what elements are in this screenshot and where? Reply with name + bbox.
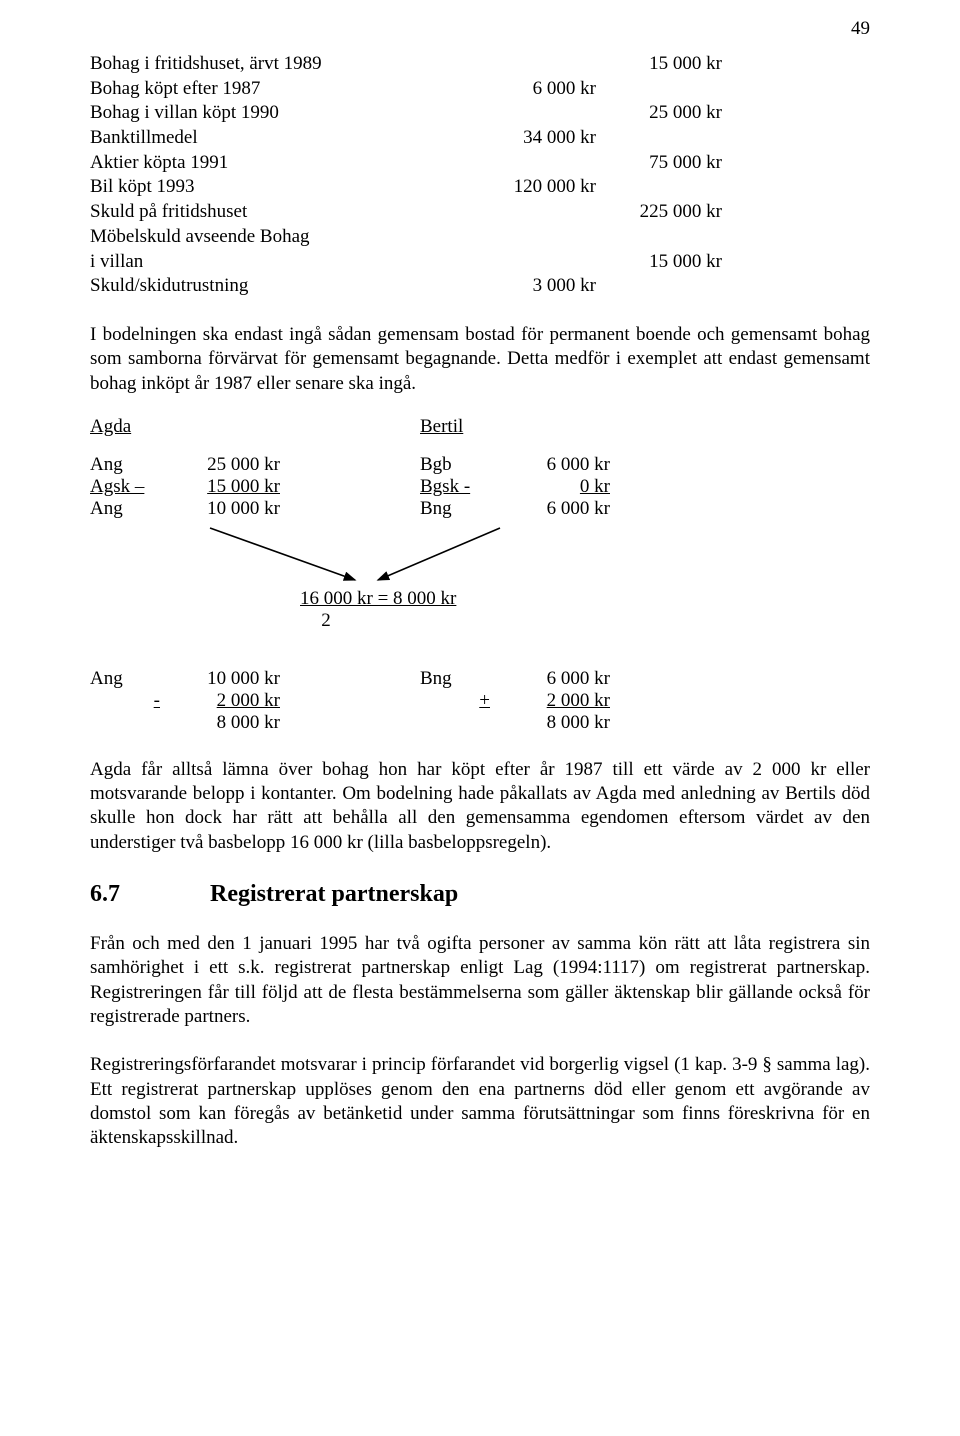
calc-block-1: Ang25 000 krAgsk –15 000 krAng10 000 kr …	[90, 454, 870, 520]
calc-label: Bng	[420, 668, 490, 690]
calc-label: Ang	[90, 454, 160, 476]
calc-label	[420, 712, 490, 734]
table-cell	[476, 52, 602, 77]
calc-label	[90, 712, 160, 734]
calc-label: Bgsk -	[420, 476, 490, 498]
table-row: Skuld/skidutrustning3 000 kr	[90, 274, 728, 299]
calc-value: 8 000 kr	[490, 712, 610, 734]
calc-value: 6 000 kr	[490, 668, 610, 690]
calc-label: Bng	[420, 498, 490, 520]
calc-row: Bng6 000 kr	[420, 498, 640, 520]
heading-title: Registrerat partnerskap	[210, 881, 458, 907]
table-cell: Aktier köpta 1991	[90, 151, 476, 176]
table-cell: 15 000 kr	[602, 250, 728, 275]
table-cell: 25 000 kr	[602, 101, 728, 126]
calc-label: Bgb	[420, 454, 490, 476]
calc-row: Agsk –15 000 kr	[90, 476, 310, 498]
calc-row: Bng6 000 kr	[420, 668, 640, 690]
table-cell	[602, 225, 728, 250]
name-bertil: Bertil	[420, 416, 463, 437]
calc-row: -2 000 kr	[90, 690, 310, 712]
table-cell	[602, 274, 728, 299]
table-cell: Skuld på fritidshuset	[90, 200, 476, 225]
center-calc-top: 16 000 kr = 8 000 kr	[300, 588, 456, 610]
table-cell: 225 000 kr	[602, 200, 728, 225]
calc-value: 2 000 kr	[490, 690, 610, 712]
heading-number: 6.7	[90, 881, 210, 908]
calc-row: Ang10 000 kr	[90, 498, 310, 520]
calc-value: 0 kr	[490, 476, 610, 498]
center-calc-bottom: 2	[300, 610, 352, 632]
calc-value: 6 000 kr	[490, 454, 610, 476]
table-cell: Bohag i fritidshuset, ärvt 1989	[90, 52, 476, 77]
assets-table: Bohag i fritidshuset, ärvt 1989 15 000 kr…	[90, 52, 728, 299]
table-cell: 120 000 kr	[476, 175, 602, 200]
calc-value: 2 000 kr	[160, 690, 280, 712]
paragraph-3: Från och med den 1 januari 1995 har två …	[90, 932, 870, 1029]
calc-value: 10 000 kr	[160, 668, 280, 690]
calc-row: Bgsk -0 kr	[420, 476, 640, 498]
table-cell: Skuld/skidutrustning	[90, 274, 476, 299]
table-cell	[476, 101, 602, 126]
page-number: 49	[851, 18, 870, 40]
table-cell: Möbelskuld avseende Bohag	[90, 225, 476, 250]
table-cell	[602, 175, 728, 200]
calc-value: 6 000 kr	[490, 498, 610, 520]
calc-value: 10 000 kr	[160, 498, 280, 520]
table-row: Aktier köpta 1991 75 000 kr	[90, 151, 728, 176]
paragraph-2: Agda får alltså lämna över bohag hon har…	[90, 758, 870, 855]
calc-row: Bgb6 000 kr	[420, 454, 640, 476]
table-cell: Bohag i villan köpt 1990	[90, 101, 476, 126]
calc-value: 25 000 kr	[160, 454, 280, 476]
arrows-diagram	[130, 524, 830, 594]
table-row: Skuld på fritidshuset 225 000 kr	[90, 200, 728, 225]
table-cell	[476, 200, 602, 225]
table-cell: Bohag köpt efter 1987	[90, 77, 476, 102]
table-cell: i villan	[90, 250, 476, 275]
calc-label: Ang	[90, 668, 160, 690]
document-page: 49 Bohag i fritidshuset, ärvt 1989 15 000…	[0, 0, 960, 1436]
table-cell	[602, 126, 728, 151]
calc-row: Ang10 000 kr	[90, 668, 310, 690]
table-cell	[476, 250, 602, 275]
calc-label: +	[420, 690, 490, 712]
calc-value: 8 000 kr	[160, 712, 280, 734]
table-cell: Banktillmedel	[90, 126, 476, 151]
table-cell: Bil köpt 1993	[90, 175, 476, 200]
section-heading: 6.7Registrerat partnerskap	[90, 881, 870, 908]
table-cell: 3 000 kr	[476, 274, 602, 299]
table-cell	[476, 151, 602, 176]
table-cell	[476, 225, 602, 250]
table-cell	[602, 77, 728, 102]
calc-row: 8 000 kr	[420, 712, 640, 734]
center-calc: 16 000 kr = 8 000 kr 2	[300, 588, 870, 632]
paragraph-4: Registreringsförfarandet motsvarar i pri…	[90, 1053, 870, 1150]
table-cell: 75 000 kr	[602, 151, 728, 176]
table-row: Bohag köpt efter 19876 000 kr	[90, 77, 728, 102]
calc-label: Agsk –	[90, 476, 160, 498]
paragraph-1: I bodelningen ska endast ingå sådan geme…	[90, 323, 870, 396]
name-agda: Agda	[90, 416, 131, 437]
table-row: Banktillmedel34 000 kr	[90, 126, 728, 151]
calc-row: Ang25 000 kr	[90, 454, 310, 476]
calc-row: +2 000 kr	[420, 690, 640, 712]
table-cell: 6 000 kr	[476, 77, 602, 102]
names-row: Agda Bertil	[90, 416, 870, 438]
calc-block-2: Ang10 000 kr-2 000 kr8 000 kr Bng6 000 k…	[90, 668, 870, 734]
calc-row: 8 000 kr	[90, 712, 310, 734]
table-row: Bohag i fritidshuset, ärvt 1989 15 000 kr	[90, 52, 728, 77]
calc-value: 15 000 kr	[160, 476, 280, 498]
table-cell: 34 000 kr	[476, 126, 602, 151]
table-row: i villan 15 000 kr	[90, 250, 728, 275]
table-cell: 15 000 kr	[602, 52, 728, 77]
table-row: Bohag i villan köpt 1990 25 000 kr	[90, 101, 728, 126]
table-row: Möbelskuld avseende Bohag	[90, 225, 728, 250]
table-row: Bil köpt 1993120 000 kr	[90, 175, 728, 200]
calc-label: Ang	[90, 498, 160, 520]
calc-label: -	[90, 690, 160, 712]
